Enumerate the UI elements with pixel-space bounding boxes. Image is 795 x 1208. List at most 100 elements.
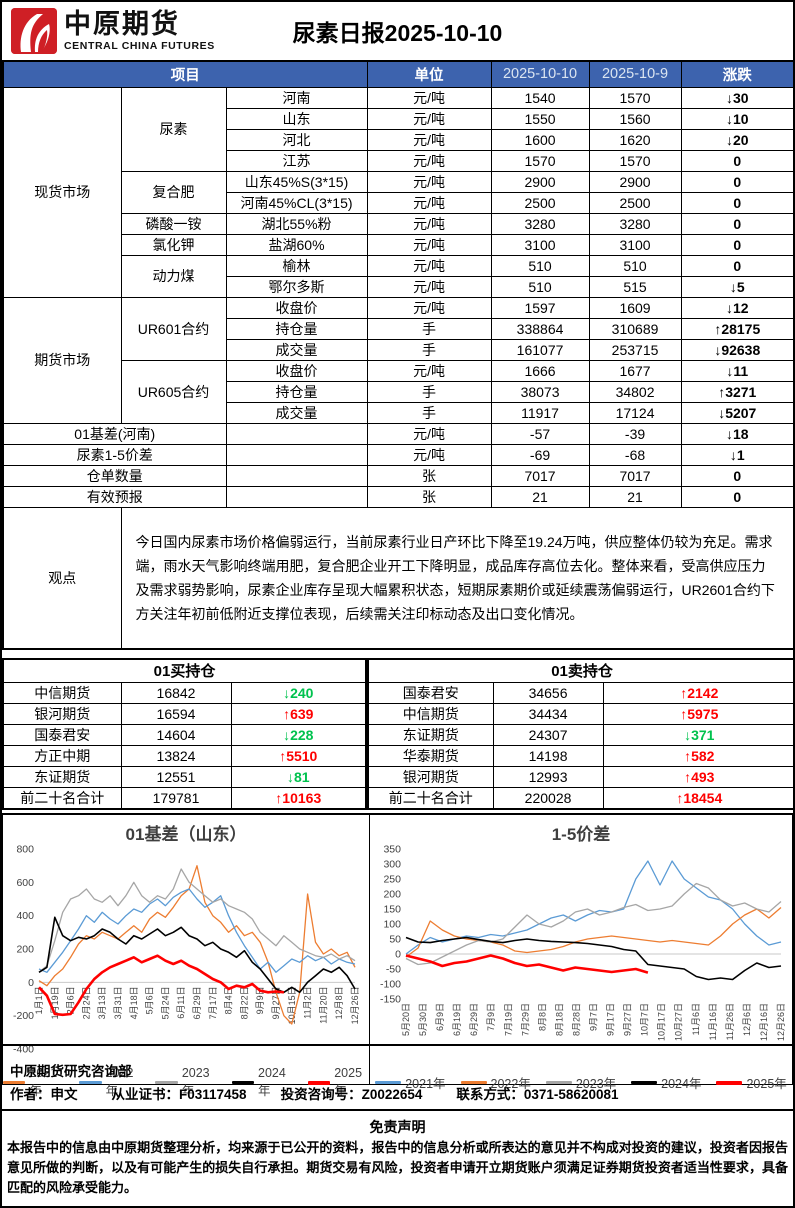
change-cell: ↓10 [680,107,793,130]
table-row: 期货市场 UR601合约 收盘价 元/吨 1597 1609 ↓12 [2,296,793,424]
col-header-change: 涨跌 [680,60,793,88]
legend-label: 2021年 [405,1077,446,1091]
table-cell: 复合肥 [120,170,227,214]
table-cell: 手 [366,380,492,403]
change-cell: ↑493 [602,765,793,788]
main-data-table: 项目 单位 2025-10-10 2025-10-9 涨跌 现货市场 尿素 河南 元/吨 154… [2,60,793,650]
x-axis-tick: 6月11日 [176,986,186,1018]
x-axis-tick: 1月1日 [34,986,44,1014]
legend-label: 2023年 [575,1077,617,1091]
y-axis-tick: 100 [383,918,401,930]
change-cell: ↑639 [230,702,367,725]
x-axis-tick: 6月9日 [435,1003,445,1031]
legend-item-2024年: 2024年 [231,1066,293,1099]
legend-item-2022年: 2022年 [79,1066,140,1099]
table-cell: 张 [366,464,492,487]
spread-chart-legend: 2021年 2022年 2023年 2024年 2025年 [370,1073,792,1093]
viewpoint-text: 今日国内尿素市场价格偏弱运行，当前尿素行业日产环比下降至19.24万吨，供应整体… [120,506,793,650]
series-2022年 [405,906,782,958]
x-axis-tick: 11月2日 [303,986,313,1018]
table-row: 现货市场 尿素 河南 元/吨 1540 1570 ↓30 [2,86,793,298]
legend-line-swatch [155,1081,178,1084]
change-cell: ↑18454 [602,786,793,809]
x-axis-tick: 6月29日 [469,1003,479,1036]
table-cell: -69 [490,443,590,466]
table-cell: 尿素1-5价差 [2,443,227,466]
table-cell: 2900 [490,170,590,193]
table-cell: 河南45%CL(3*15) [225,191,368,214]
change-cell: ↓81 [230,765,367,788]
x-axis-tick: 2月24日 [81,986,91,1019]
table-cell: 山东45%S(3*15) [225,170,368,193]
x-axis-tick: 2月6日 [66,986,76,1014]
table-cell: 山东 [225,107,368,130]
table-cell: 1597 [490,296,590,319]
sell-positions-table: 01卖持仓 国泰君安 34656 ↑2142 中信期货 34434 ↑5975 东证期货 243… [367,658,793,810]
table-row: 中信期货 34434 ↑5975 [367,702,793,725]
position-value: 16594 [120,702,232,725]
y-axis-tick: -200 [13,1010,34,1022]
x-axis-tick: 7月19日 [503,1003,513,1036]
y-axis-tick: -50 [386,963,401,975]
table-cell: 手 [366,401,492,424]
table-cell: 510 [490,275,590,298]
legend-line-swatch [716,1080,743,1085]
x-axis-tick: 9月9日 [255,986,265,1014]
x-axis-tick: 6月19日 [452,1003,462,1036]
table-cell: 成交量 [225,338,368,361]
y-axis-tick: 600 [16,876,34,888]
x-axis-tick: 12月26日 [776,1003,786,1041]
table-cell: 21 [490,485,590,508]
table-cell: 1677 [588,359,682,382]
series-2024年 [38,916,356,993]
table-cell: -57 [490,422,590,445]
legend-label: 2025年 [334,1066,363,1098]
legend-line-swatch [545,1081,572,1084]
legend-item-2023年: 2023年 [545,1073,617,1092]
broker-name: 银河期货 [367,765,494,788]
table-cell: 7017 [588,464,682,487]
table-cell: 手 [366,317,492,340]
position-value: 16842 [120,681,232,704]
table-cell: 1666 [490,359,590,382]
x-axis-tick: 8月8日 [537,1003,547,1031]
table-row: 持仓量手 338864 310689 ↑28175 [3,317,793,340]
change-cell: ↓228 [230,723,367,746]
positions-title: 01卖持仓 [367,658,793,683]
table-cell: 持仓量 [225,380,368,403]
table-cell: 310689 [588,317,682,340]
table-cell: 元/吨 [366,107,492,130]
table-cell: 元/吨 [366,191,492,214]
table-row: 磷酸一铵 湖北55%粉 元/吨 3280 3280 0 [3,212,793,235]
table-cell: 3100 [490,233,590,256]
col-header-date-prev: 2025-10-9 [588,60,682,88]
x-axis-tick: 10月27日 [674,1003,684,1041]
x-axis-tick: 8月4日 [224,986,234,1014]
table-cell: 持仓量 [225,317,368,340]
change-cell: ↓20 [680,128,793,151]
table-cell: 元/吨 [366,296,492,319]
table-cell: 2900 [588,170,682,193]
broker-name: 国泰君安 [367,681,494,704]
broker-name: 银河期货 [2,702,122,725]
x-axis-tick: 5月6日 [145,986,155,1014]
change-cell: ↓5 [680,275,793,298]
legend-line-swatch [631,1081,658,1084]
table-cell: 手 [366,338,492,361]
table-cell: 1620 [588,128,682,151]
table-cell [225,422,368,445]
y-axis-tick: -100 [380,978,401,990]
table-cell: 2500 [490,191,590,214]
table-cell: 元/吨 [366,170,492,193]
broker-name: 东证期货 [367,723,494,746]
x-axis-tick: 12月26日 [350,986,360,1024]
table-cell [225,464,368,487]
table-cell: UR605合约 [120,359,227,424]
change-cell: ↓371 [602,723,793,746]
positions-title: 01买持仓 [2,658,367,683]
change-cell: 0 [680,170,793,193]
change-cell: ↑2142 [602,681,793,704]
table-row: 河南45%CL(3*15) 元/吨 2500 2500 0 [3,191,793,214]
table-row: 江苏 元/吨 1570 1570 0 [3,149,793,172]
